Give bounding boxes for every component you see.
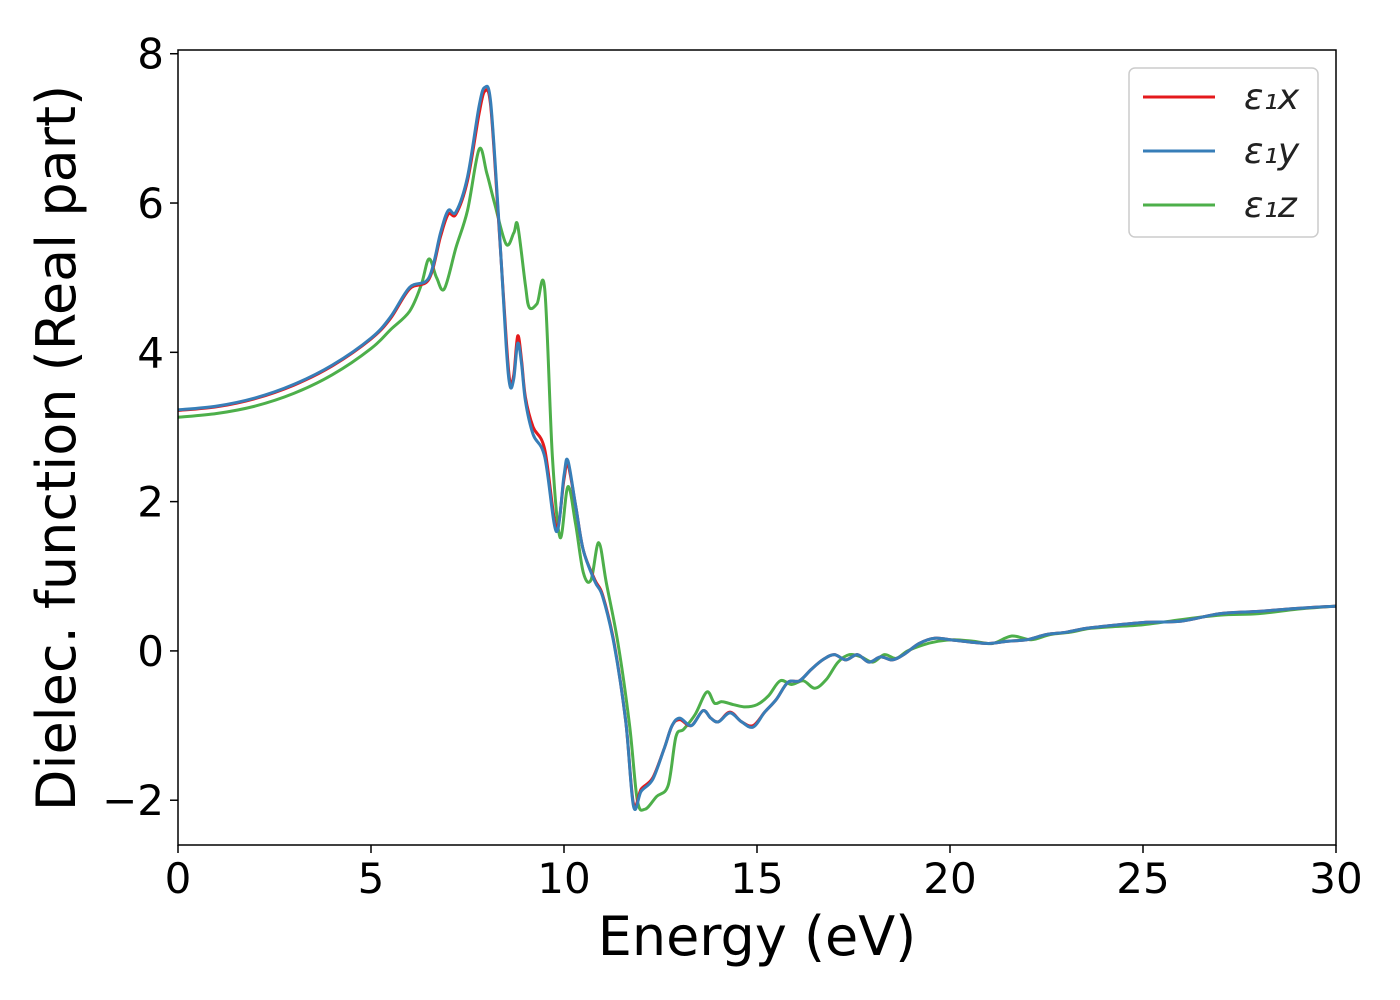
legend: ε₁x ε₁y ε₁z bbox=[1128, 67, 1319, 238]
y-tick-label: 6 bbox=[137, 179, 164, 228]
x-axis-title: Energy (eV) bbox=[598, 905, 917, 968]
x-tick-label: 30 bbox=[1309, 854, 1362, 903]
series-line-3 bbox=[177, 146, 1337, 812]
y-tick-label: 8 bbox=[137, 30, 164, 79]
y-axis-title: Dielec. function (Real part) bbox=[25, 85, 88, 811]
series-layer bbox=[177, 84, 1337, 812]
x-tick-label: 20 bbox=[923, 854, 976, 903]
y-tick-label: 2 bbox=[137, 478, 164, 527]
y-tick-label: 4 bbox=[137, 328, 164, 377]
series-line-2 bbox=[177, 84, 1337, 811]
y-tick-label: 0 bbox=[137, 627, 164, 676]
x-tick-label: 0 bbox=[165, 854, 192, 903]
x-tick-label: 25 bbox=[1116, 854, 1169, 903]
x-tick-label: 10 bbox=[537, 854, 590, 903]
y-axis: −2 0 2 4 6 8 bbox=[102, 30, 178, 825]
legend-box bbox=[1128, 67, 1319, 238]
legend-label: ε₁x bbox=[1244, 77, 1300, 118]
x-tick-label: 15 bbox=[730, 854, 783, 903]
x-axis: 0 5 10 15 20 25 30 bbox=[165, 845, 1363, 903]
legend-label: ε₁y bbox=[1244, 131, 1300, 172]
legend-label: ε₁z bbox=[1244, 185, 1298, 226]
y-tick-label: −2 bbox=[102, 776, 164, 825]
x-tick-label: 5 bbox=[358, 854, 385, 903]
